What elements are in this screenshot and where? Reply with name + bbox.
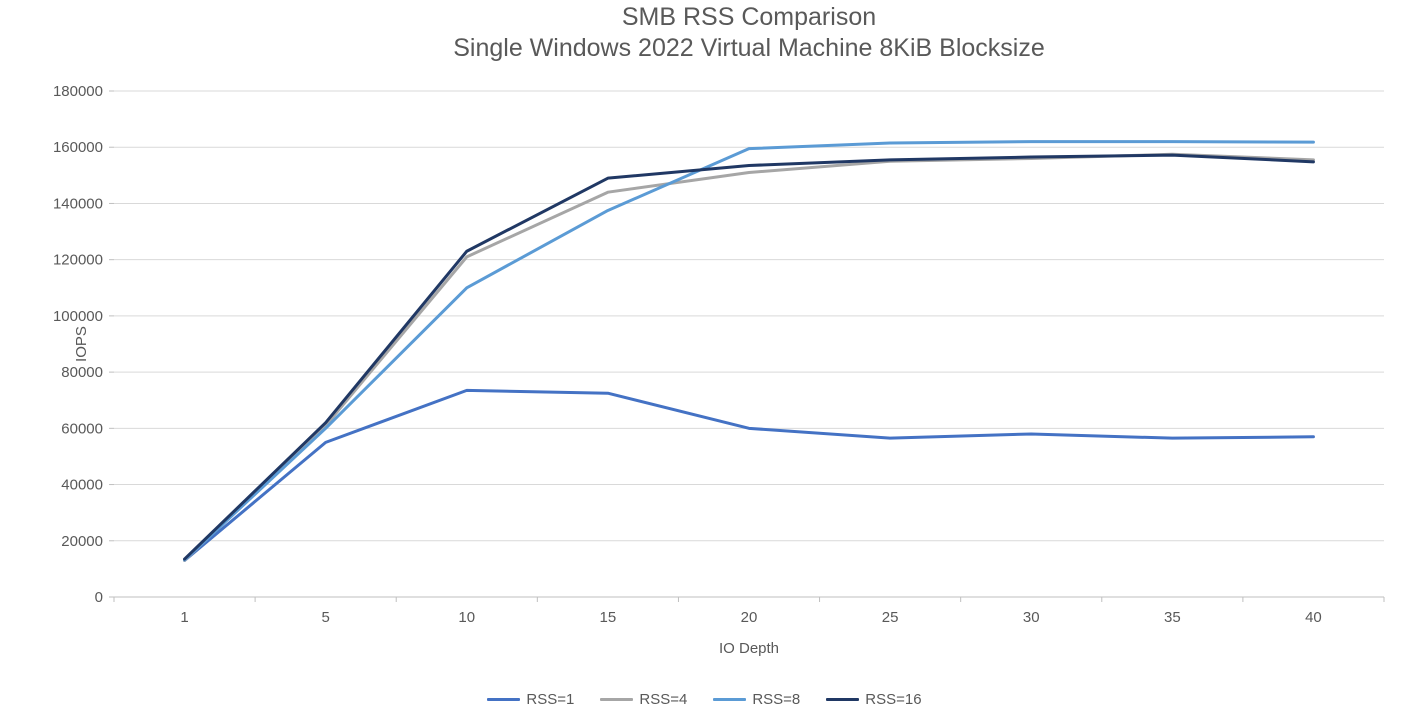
legend-item-rss-1: RSS=1 — [487, 691, 574, 708]
y-tick-label: 20000 — [61, 533, 103, 550]
x-tick-label: 30 — [1023, 609, 1040, 626]
legend-item-rss-16: RSS=16 — [826, 691, 922, 708]
y-tick-label: 60000 — [61, 420, 103, 437]
series-line-rss-4 — [183, 152, 1315, 562]
chart-title-block: SMB RSS Comparison Single Windows 2022 V… — [114, 2, 1384, 64]
y-tick-label: 140000 — [53, 195, 103, 212]
legend-swatch-rss-8 — [713, 698, 747, 701]
x-tick-label: 10 — [458, 609, 475, 626]
x-tick-label: 35 — [1164, 609, 1181, 626]
x-tick-label: 20 — [741, 609, 758, 626]
y-tick-label: 160000 — [53, 139, 103, 156]
legend-item-rss-4: RSS=4 — [600, 691, 687, 708]
series-line-rss-1 — [183, 388, 1315, 562]
y-tick-label: 80000 — [61, 364, 103, 381]
chart-subtitle: Single Windows 2022 Virtual Machine 8KiB… — [453, 34, 1045, 62]
legend-label-rss-1: RSS=1 — [526, 691, 575, 708]
legend-label-rss-8: RSS=8 — [752, 691, 801, 708]
legend-label-rss-16: RSS=16 — [865, 691, 922, 708]
series-line-rss-8 — [183, 140, 1315, 562]
series-line-rss-16 — [183, 153, 1315, 561]
y-tick-label: 0 — [95, 589, 103, 606]
legend: RSS=1 RSS=4 RSS=8 RSS=16 — [0, 691, 1409, 708]
legend-swatch-rss-1 — [487, 698, 521, 701]
y-tick-label: 180000 — [53, 83, 103, 100]
y-tick-label: 120000 — [53, 252, 103, 269]
x-tick-label: 5 — [321, 609, 329, 626]
y-axis-title: IOPS — [73, 326, 90, 362]
legend-item-rss-8: RSS=8 — [713, 691, 800, 708]
chart-title: SMB RSS Comparison — [621, 3, 877, 31]
x-tick-label: 25 — [882, 609, 899, 626]
x-tick-label: 15 — [600, 609, 617, 626]
y-tick-label: 100000 — [53, 308, 103, 325]
x-tick-label: 1 — [180, 609, 188, 626]
legend-label-rss-4: RSS=4 — [639, 691, 688, 708]
legend-swatch-rss-16 — [826, 698, 860, 701]
x-axis-title: IO Depth — [719, 640, 779, 657]
legend-swatch-rss-4 — [600, 698, 634, 701]
x-tick-label: 40 — [1305, 609, 1322, 626]
y-tick-label: 40000 — [61, 477, 103, 494]
